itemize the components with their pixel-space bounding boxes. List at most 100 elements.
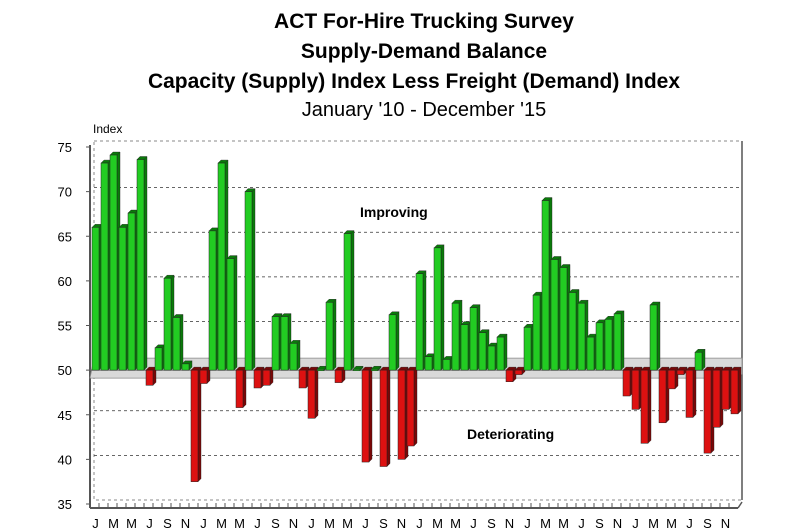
bar-side xyxy=(422,270,427,371)
bar-May-12 xyxy=(343,230,355,371)
bar-front xyxy=(694,352,703,371)
bar-side xyxy=(314,366,319,419)
bar-side xyxy=(395,311,400,371)
bar-front xyxy=(703,369,712,454)
x-tick-label: J xyxy=(578,516,585,531)
bar-Feb-13 xyxy=(424,353,436,371)
bar-Jan-12 xyxy=(307,366,319,419)
bar-side xyxy=(350,230,355,371)
bar-Aug-15 xyxy=(694,348,706,371)
x-tick-label: M xyxy=(342,516,353,531)
bar-Sep-12 xyxy=(379,366,391,467)
bar-Jun-13 xyxy=(460,321,472,371)
bar-Jan-15 xyxy=(631,366,643,410)
bar-Nov-11 xyxy=(289,339,301,371)
bar-side xyxy=(620,310,625,371)
bar-front xyxy=(667,369,676,390)
x-tick-label: M xyxy=(648,516,659,531)
bar-front xyxy=(604,319,613,371)
x-tick-label: J xyxy=(308,516,315,531)
bar-front xyxy=(91,227,100,371)
bar-front xyxy=(496,336,505,371)
bar-front xyxy=(181,363,190,371)
x-tick-label: M xyxy=(450,516,461,531)
bar-front xyxy=(361,369,370,463)
bar-front xyxy=(235,369,244,408)
bar-side xyxy=(503,333,508,371)
bar-front xyxy=(307,369,316,419)
bar-front xyxy=(370,368,379,371)
bar-Apr-15 xyxy=(658,366,670,424)
bar-Jul-15 xyxy=(685,366,697,418)
y-tick-label: 70 xyxy=(58,185,72,200)
y-tick-label: 55 xyxy=(58,319,72,334)
y-tick-label: 75 xyxy=(58,140,72,155)
bar-Jun-11 xyxy=(244,188,256,371)
bar-May-14 xyxy=(559,264,571,371)
x-tick-label: J xyxy=(686,516,693,531)
x-axis-corner xyxy=(737,501,743,509)
chart-date-range: January '10 - December '15 xyxy=(301,99,547,121)
bar-Nov-13 xyxy=(505,366,517,383)
bar-Oct-13 xyxy=(496,333,508,371)
bar-Jan-11 xyxy=(199,366,211,384)
bar-Mar-11 xyxy=(217,159,229,371)
bar-front xyxy=(298,369,307,389)
bar-front xyxy=(532,294,541,371)
bar-Jul-10 xyxy=(145,366,157,386)
bar-Sep-10 xyxy=(163,274,175,371)
x-tick-label: J xyxy=(416,516,423,531)
bar-Feb-10 xyxy=(100,159,112,371)
y-tick-label: 40 xyxy=(58,452,72,467)
bar-Apr-14 xyxy=(550,255,562,371)
bar-front xyxy=(523,327,532,371)
bar-front xyxy=(154,347,163,371)
bar-front xyxy=(595,322,604,371)
x-tick-label: S xyxy=(595,516,604,531)
bar-May-13 xyxy=(451,299,463,371)
bar-side xyxy=(440,244,445,371)
x-tick-label: M xyxy=(234,516,245,531)
bar-Apr-11 xyxy=(226,255,238,371)
bar-side xyxy=(251,188,256,371)
bar-front xyxy=(289,343,298,371)
chart-subtitle-2: Capacity (Supply) Index Less Freight (De… xyxy=(147,70,681,93)
y-axis-label: Index xyxy=(93,122,122,136)
bar-Mar-10 xyxy=(109,151,121,371)
x-tick-label: S xyxy=(379,516,388,531)
bar-Sep-14 xyxy=(595,319,607,371)
bar-front xyxy=(199,369,208,384)
bar-Nov-10 xyxy=(181,360,193,371)
bar-side xyxy=(242,366,247,409)
bar-Jul-13 xyxy=(469,304,481,371)
x-tick-label: J xyxy=(92,516,99,531)
x-tick-label: S xyxy=(271,516,280,531)
bar-side xyxy=(692,366,697,418)
x-tick-label: M xyxy=(324,516,335,531)
bar-side xyxy=(737,366,742,415)
chart-title: ACT For-Hire Trucking Survey xyxy=(274,10,574,33)
bar-front xyxy=(505,369,514,382)
bar-Jun-15 xyxy=(676,366,688,376)
bar-front xyxy=(388,314,397,371)
bar-front xyxy=(145,369,154,386)
bar-front xyxy=(514,369,523,375)
bar-side xyxy=(413,366,418,447)
bar-side xyxy=(656,301,661,371)
bar-front xyxy=(253,369,262,389)
chart-subtitle-1: Supply-Demand Balance xyxy=(300,40,548,63)
bar-front xyxy=(118,227,127,371)
x-tick-label: N xyxy=(289,516,298,531)
bar-front xyxy=(343,233,352,371)
bar-side xyxy=(233,255,238,371)
bar-Oct-14 xyxy=(604,315,616,371)
bar-front xyxy=(469,307,478,371)
bar-front xyxy=(451,302,460,371)
bar-side xyxy=(647,366,652,444)
bar-Aug-11 xyxy=(262,366,274,386)
x-tick-label: J xyxy=(524,516,531,531)
bar-front xyxy=(433,247,442,371)
bar-side xyxy=(143,156,148,371)
x-tick-label: N xyxy=(505,516,514,531)
bar-front xyxy=(586,336,595,371)
